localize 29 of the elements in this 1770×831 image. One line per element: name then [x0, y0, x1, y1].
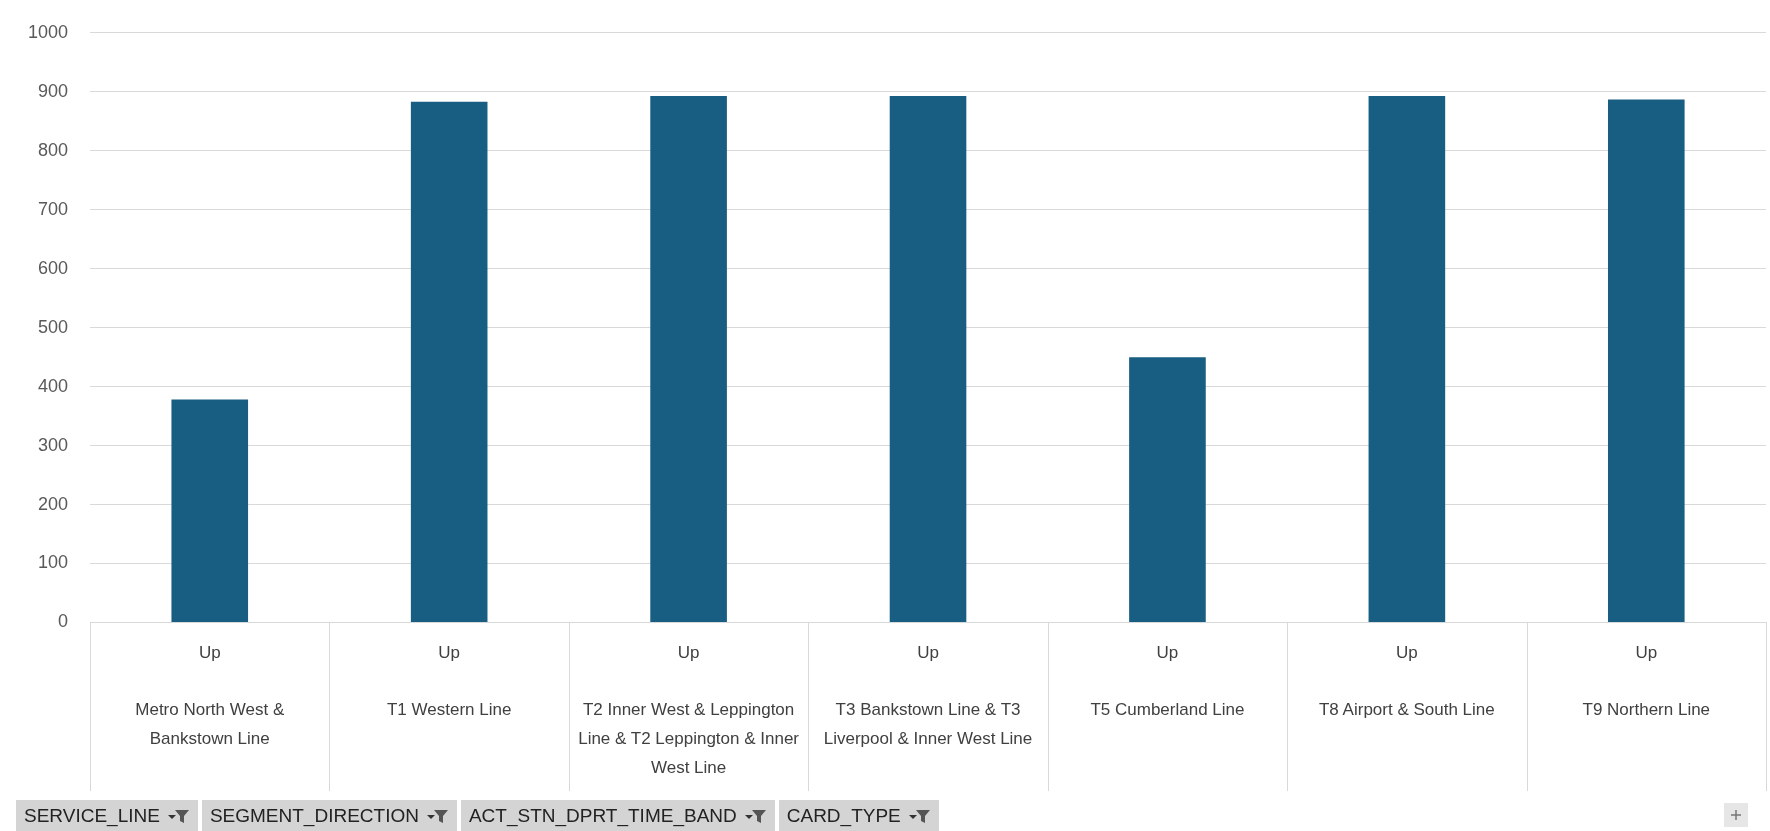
y-tick-label: 600 [38, 257, 69, 278]
category-label: Up T5 Cumberland Line [1090, 642, 1245, 720]
y-tick-label: 700 [38, 198, 69, 219]
y-tick-label: 1000 [28, 21, 69, 42]
bar [410, 101, 488, 622]
y-tick-label: 500 [38, 316, 69, 337]
text: SEGMENT_DIRECTION [209, 805, 419, 827]
y-tick-label: 300 [38, 434, 69, 455]
category-label: Up T2 Inner West & Leppington Line & T2 Leppington & Inner West Line [578, 642, 800, 778]
bar [1607, 99, 1685, 622]
category-label: Up T1 Western Line [386, 642, 512, 720]
y-tick-label: 0 [58, 611, 69, 632]
bar [171, 399, 249, 622]
y-tick-label: 400 [38, 375, 69, 396]
text: ACT_STN_DPRT_TIME_BAND [468, 805, 737, 827]
y-tick-label: 100 [38, 552, 69, 573]
category-label: Up T3 Bankstown Line & T3 Liverpool & Inner West Line [823, 642, 1033, 749]
bar [1129, 357, 1206, 622]
category-label: Up T9 Northern Line [1582, 642, 1711, 720]
y-tick-label: 800 [38, 139, 69, 160]
bar [1368, 95, 1446, 622]
y-tick-label: 200 [38, 493, 69, 514]
y-tick-label: 900 [38, 80, 69, 101]
category-label: Up T8 Airport & South Line [1318, 642, 1495, 720]
category-label: Up Metro North West & Bankstown Line [135, 642, 285, 749]
bar [650, 95, 727, 622]
text: CARD_TYPE [786, 805, 901, 827]
bar [889, 95, 967, 622]
text: SERVICE_LINE [24, 805, 160, 827]
